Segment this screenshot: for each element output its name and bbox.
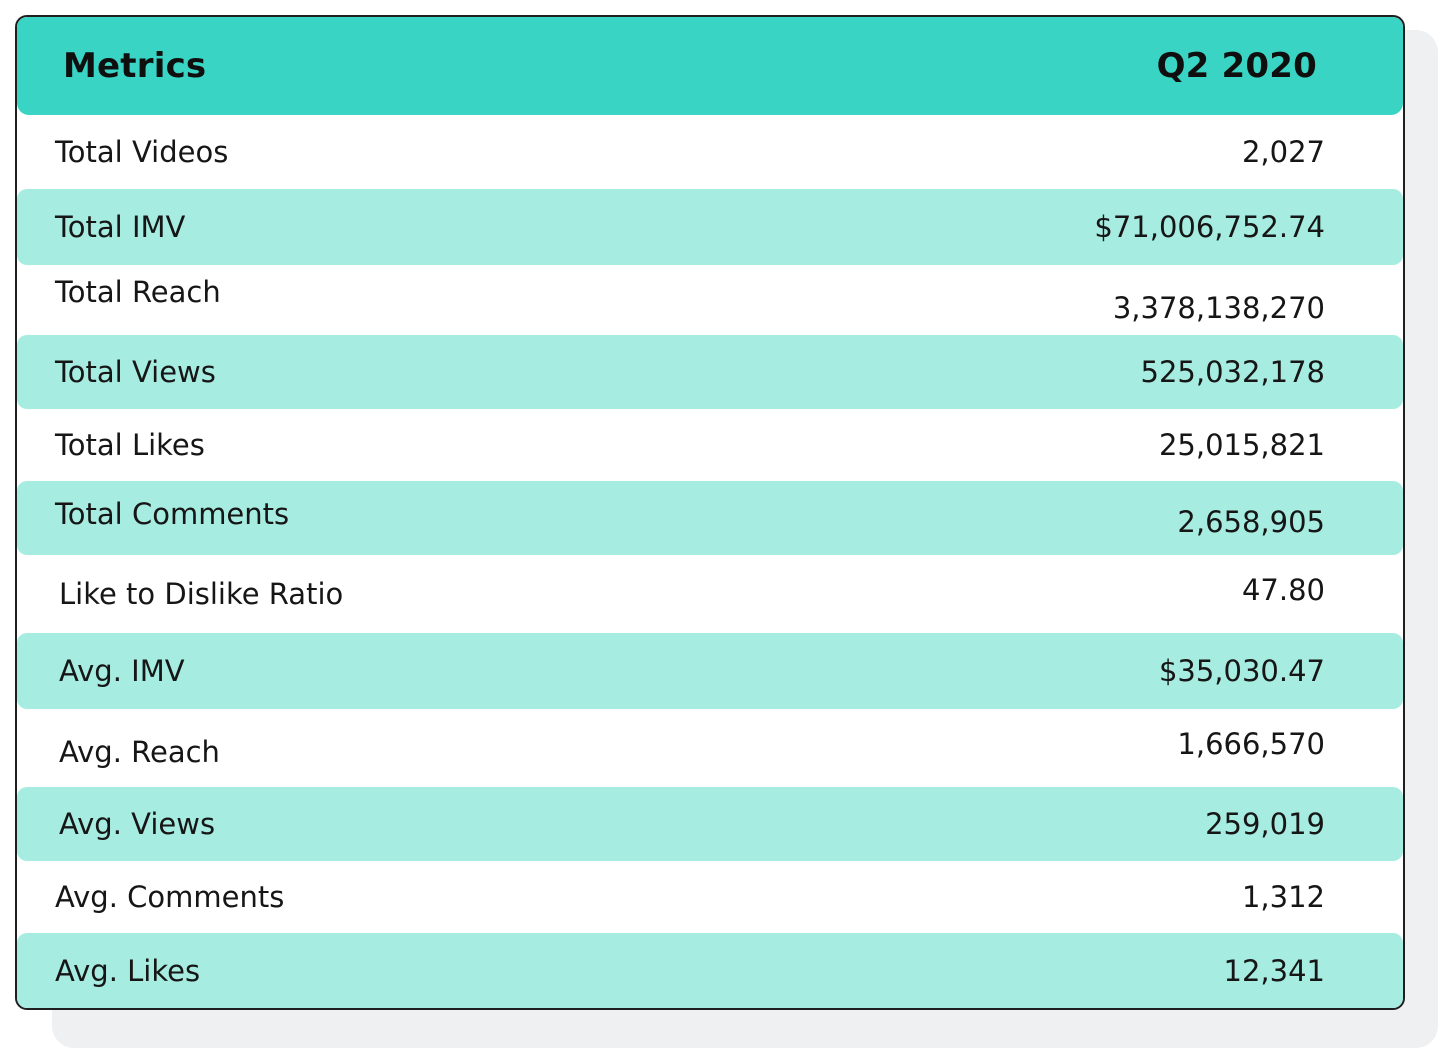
row-value: $35,030.47: [1158, 654, 1325, 688]
table-row: Total Comments 2,658,905: [17, 481, 1403, 555]
table-row: Total IMV $71,006,752.74: [17, 189, 1403, 265]
table-row: Total Videos 2,027: [17, 115, 1403, 189]
row-value: 2,658,905: [1177, 504, 1325, 539]
row-value: 2,027: [1241, 135, 1325, 169]
table-row: Like to Dislike Ratio 47.80: [17, 555, 1403, 633]
row-label: Total Likes: [55, 428, 205, 462]
row-value: 25,015,821: [1158, 428, 1325, 462]
table-row: Total Reach 3,378,138,270: [17, 265, 1403, 335]
row-label: Avg. Likes: [55, 953, 201, 988]
row-value: 259,019: [1205, 807, 1325, 841]
table-row: Avg. Likes 12,341: [17, 933, 1403, 1008]
row-value: 3,378,138,270: [1112, 291, 1325, 326]
row-value: 525,032,178: [1140, 355, 1326, 389]
table-row: Avg. IMV $35,030.47: [17, 633, 1403, 709]
row-label: Total Reach: [55, 274, 221, 309]
table-row: Total Likes 25,015,821: [17, 409, 1403, 481]
row-value: 12,341: [1223, 953, 1325, 988]
row-label: Avg. IMV: [59, 654, 185, 688]
row-label: Total Comments: [55, 497, 290, 532]
row-label: Avg. Comments: [55, 880, 285, 914]
metrics-column-header: Metrics: [63, 46, 207, 86]
period-column-header: Q2 2020: [1156, 46, 1317, 86]
row-label: Avg. Reach: [59, 734, 220, 769]
row-label: Total IMV: [55, 210, 186, 244]
table-row: Avg. Reach 1,666,570: [17, 709, 1403, 787]
row-label: Avg. Views: [59, 807, 216, 841]
row-label: Total Views: [55, 355, 216, 389]
table-row: Total Views 525,032,178: [17, 335, 1403, 409]
row-value: 1,666,570: [1177, 727, 1325, 762]
row-value: $71,006,752.74: [1094, 210, 1325, 244]
metrics-table: Metrics Q2 2020 Total Videos 2,027 Total…: [15, 15, 1405, 1010]
row-label: Total Videos: [55, 135, 229, 169]
row-value: 47.80: [1241, 573, 1325, 608]
table-row: Avg. Comments 1,312: [17, 861, 1403, 933]
table-header: Metrics Q2 2020: [17, 17, 1403, 115]
row-value: 1,312: [1241, 880, 1325, 914]
row-label: Like to Dislike Ratio: [59, 577, 344, 611]
table-row: Avg. Views 259,019: [17, 787, 1403, 861]
